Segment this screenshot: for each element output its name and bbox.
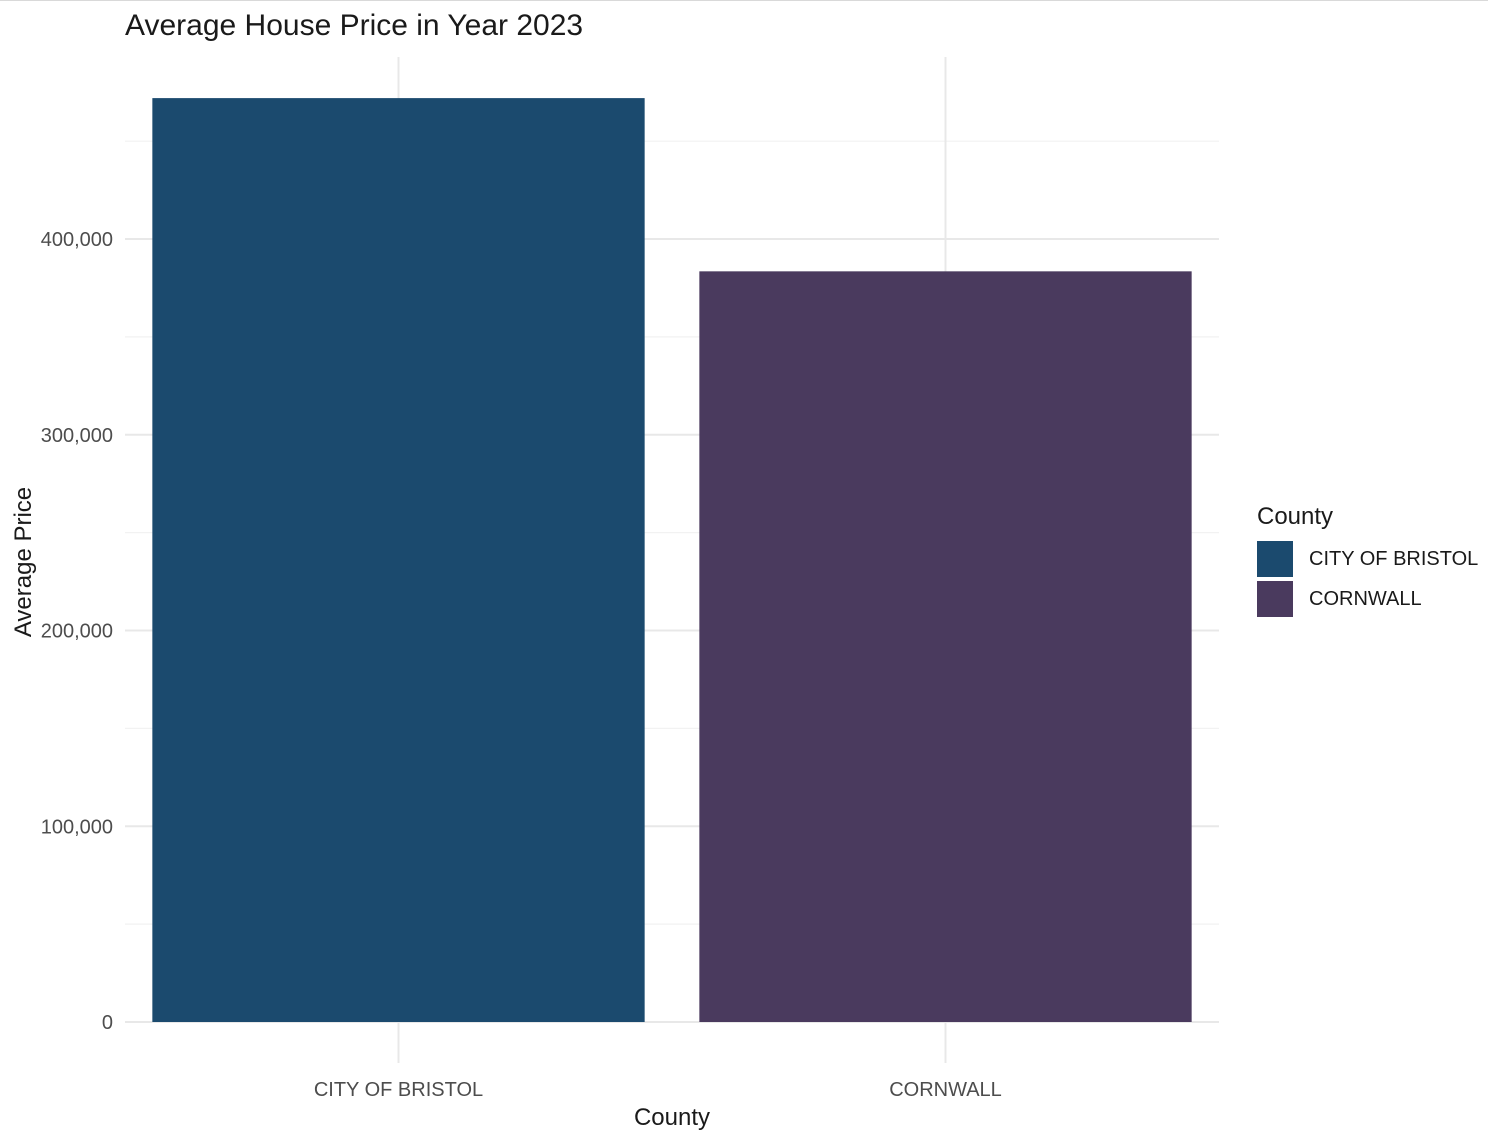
bar [152, 98, 645, 1023]
y-tick-label: 100,000 [41, 816, 113, 838]
x-axis-title: County [634, 1104, 710, 1131]
legend-label: CITY OF BRISTOL [1309, 547, 1479, 570]
legend-label: CORNWALL [1309, 587, 1422, 610]
y-tick-label: 300,000 [41, 425, 113, 447]
chart-title: Average House Price in Year 2023 [125, 9, 584, 42]
legend-key [1257, 541, 1293, 577]
legend-item: CORNWALL [1257, 579, 1478, 619]
y-tick-label: 400,000 [41, 229, 113, 251]
y-tick-label: 0 [102, 1012, 113, 1034]
y-tick-label: 200,000 [41, 621, 113, 643]
legend-item: CITY OF BRISTOL [1257, 539, 1478, 579]
legend: County CITY OF BRISTOL CORNWALL [1257, 503, 1478, 619]
bar [699, 271, 1192, 1022]
x-tick-label: CORNWALL [889, 1079, 1002, 1101]
x-tick-label: CITY OF BRISTOL [314, 1079, 483, 1101]
y-axis-title: Average Price [10, 487, 37, 637]
legend-title: County [1257, 503, 1334, 530]
legend-key [1257, 581, 1293, 617]
top-border [0, 0, 1488, 1]
